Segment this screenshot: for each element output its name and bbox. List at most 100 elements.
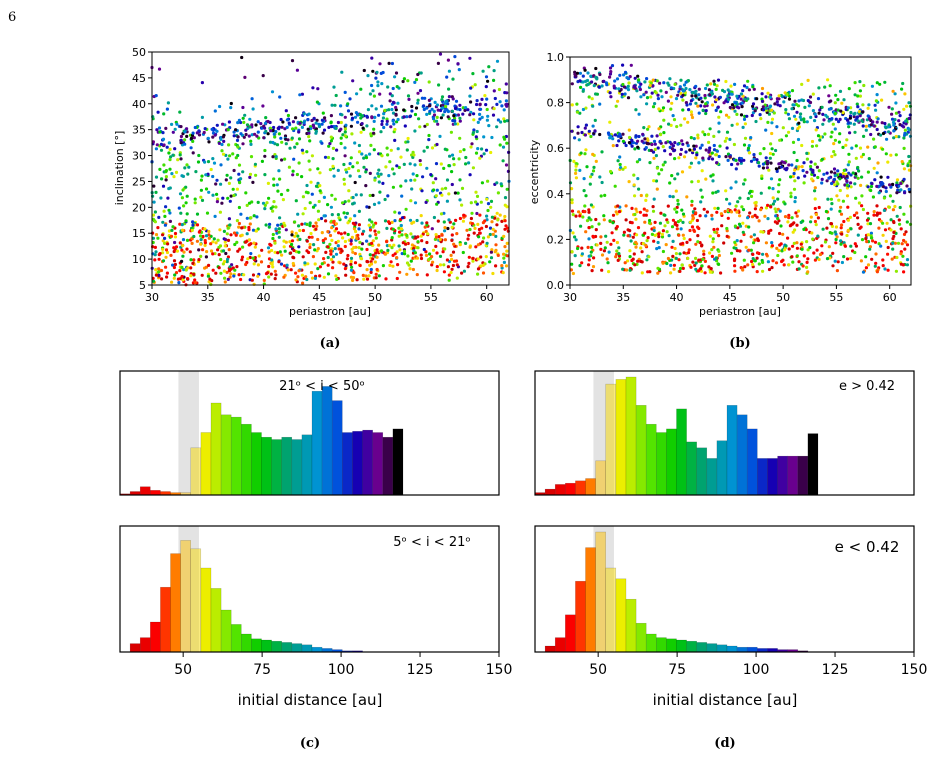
scatter-point <box>333 103 337 107</box>
scatter-point <box>211 268 215 272</box>
scatter-point <box>311 86 315 90</box>
scatter-point <box>420 239 424 243</box>
scatter-point <box>797 260 801 264</box>
scatter-point <box>833 138 838 142</box>
scatter-point <box>337 216 341 220</box>
scatter-point <box>447 95 451 99</box>
scatter-point <box>211 174 215 179</box>
scatter-point <box>630 221 634 225</box>
scatter-point <box>755 158 759 162</box>
scatter-point <box>775 125 779 129</box>
histogram-bar <box>656 432 667 496</box>
scatter-point <box>279 136 283 140</box>
histogram-c-top <box>119 370 500 496</box>
scatter-point <box>505 187 509 191</box>
scatter-point <box>612 84 616 88</box>
scatter-point <box>902 107 906 111</box>
scatter-point <box>160 177 164 181</box>
scatter-point <box>740 105 744 109</box>
scatter-point <box>505 249 509 253</box>
scatter-point <box>377 201 381 205</box>
scatter-point <box>251 273 256 277</box>
scatter-point <box>681 220 685 224</box>
scatter-point <box>658 81 662 85</box>
scatter-point <box>388 263 392 267</box>
scatter-point <box>570 187 574 191</box>
scatter-point <box>817 257 821 262</box>
scatter-point <box>318 274 322 278</box>
scatter-point <box>761 260 765 264</box>
scatter-point <box>276 189 280 193</box>
scatter-point <box>219 182 223 186</box>
scatter-point <box>222 139 226 143</box>
scatter-point <box>151 236 155 240</box>
scatter-point <box>765 166 770 170</box>
scatter-point <box>834 237 838 242</box>
scatter-point <box>413 163 417 167</box>
scatter-point <box>330 238 334 242</box>
scatter-point <box>861 103 865 107</box>
scatter-point <box>197 230 201 234</box>
scatter-point <box>768 151 773 156</box>
scatter-point <box>229 233 233 237</box>
scatter-point <box>478 213 482 217</box>
scatter-point <box>778 138 782 142</box>
scatter-point <box>401 216 405 220</box>
histogram-bar <box>746 428 758 496</box>
scatter-point <box>438 237 442 242</box>
scatter-point <box>575 102 579 106</box>
scatter-point <box>373 178 377 182</box>
scatter-point <box>694 101 698 105</box>
scatter-point <box>396 101 400 105</box>
scatter-point <box>639 246 643 250</box>
scatter-point <box>391 227 395 231</box>
scatter-point <box>796 127 800 131</box>
scatter-point <box>502 234 506 238</box>
scatter-point <box>486 179 490 183</box>
scatter-point <box>766 203 770 207</box>
scatter-point <box>157 257 161 261</box>
scatter-point <box>237 221 241 226</box>
scatter-point <box>649 95 653 99</box>
scatter-point <box>365 277 370 281</box>
scatter-point <box>840 260 845 265</box>
scatter-point <box>892 230 896 234</box>
x-tick-label: 125 <box>407 662 434 678</box>
scatter-point <box>583 152 587 156</box>
scatter-point <box>420 189 424 193</box>
scatter-point <box>157 126 162 130</box>
scatter-point <box>741 89 745 93</box>
scatter-point <box>287 121 291 125</box>
scatter-point <box>821 122 825 126</box>
histogram-bar <box>625 376 637 496</box>
scatter-point <box>814 212 819 217</box>
scatter-point <box>422 247 426 252</box>
scatter-point <box>434 235 438 239</box>
scatter-point <box>458 136 462 140</box>
scatter-point <box>857 110 862 114</box>
histogram-bar <box>635 405 647 496</box>
scatter-point <box>481 69 485 73</box>
scatter-point <box>622 230 627 234</box>
scatter-point <box>291 169 295 173</box>
scatter-point <box>468 94 472 98</box>
scatter-point <box>191 151 195 155</box>
scatter-point <box>271 232 275 237</box>
scatter-point <box>573 235 577 239</box>
scatter-point <box>204 187 209 191</box>
scatter-point <box>706 132 711 136</box>
histogram-bar <box>807 433 819 496</box>
scatter-point <box>787 263 791 267</box>
scatter-point <box>268 222 272 226</box>
scatter-point <box>574 164 578 168</box>
scatter-point <box>271 155 275 159</box>
scatter-point <box>808 100 813 105</box>
scatter-point <box>854 172 858 176</box>
scatter-point <box>328 233 333 238</box>
scatter-point <box>708 251 712 255</box>
scatter-point <box>600 180 604 185</box>
scatter-point <box>353 252 357 256</box>
scatter-point <box>264 129 268 133</box>
scatter-point <box>165 250 170 255</box>
scatter-point <box>365 259 369 264</box>
